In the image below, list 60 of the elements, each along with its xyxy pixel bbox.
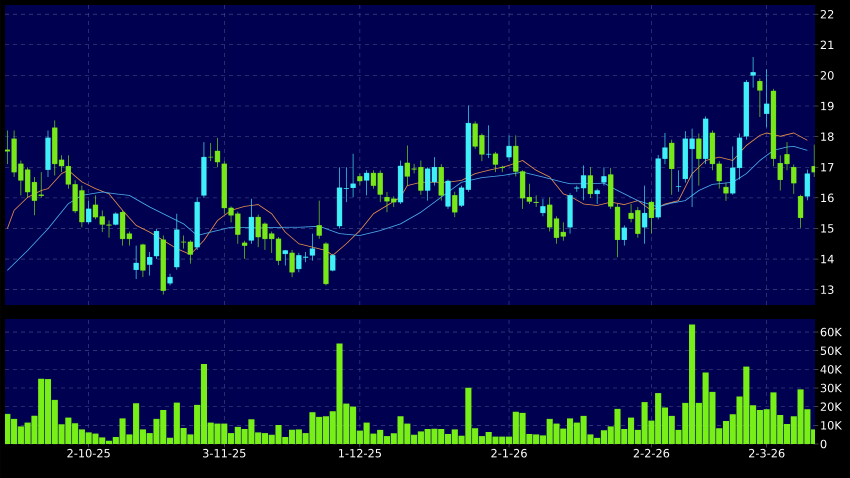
candlestick: [648, 200, 654, 234]
candlestick: [133, 245, 139, 280]
y-tick-label: 15: [821, 224, 834, 233]
y-tick-label: 22: [820, 10, 834, 18]
candlestick: [248, 198, 254, 244]
y-tick-label: 0: [820, 440, 826, 448]
y-tick-label: 18: [821, 132, 834, 141]
candlestick: [676, 170, 682, 192]
candlestick: [622, 225, 627, 246]
candlestick: [147, 252, 152, 276]
y-tick-label: 20K: [820, 402, 842, 411]
candlestick: [540, 198, 546, 217]
x-tick-label: 2-1-26: [491, 448, 527, 458]
candlestick: [452, 191, 458, 218]
y-tick-label: 10K: [821, 421, 842, 430]
x-tick-label: 3-11-25: [203, 448, 246, 458]
x-tick-label: 2-10-25: [67, 448, 110, 458]
candlestick: [357, 173, 363, 186]
candlestick: [289, 250, 295, 278]
candlestick: [167, 273, 173, 286]
candlestick: [764, 68, 770, 128]
y-tick-label: 21: [820, 40, 834, 49]
candlestick: [791, 164, 796, 194]
y-tick-label: 14: [821, 254, 834, 264]
candlestick: [696, 133, 702, 186]
candlestick: [757, 78, 763, 118]
candlestick: [601, 166, 607, 186]
candlestick: [506, 135, 512, 162]
x-tick-label: 1-12-25: [339, 448, 381, 458]
y-tick-label: 20: [820, 71, 834, 80]
candlestick: [750, 56, 756, 88]
candlestick: [242, 240, 248, 260]
x-tick-label: 2-2-26: [634, 448, 670, 458]
candlestick: [588, 166, 594, 198]
candlestick: [350, 153, 356, 198]
candlestick: [804, 169, 810, 201]
y-tick-label: 30K: [820, 384, 842, 392]
candlestick: [330, 254, 336, 272]
candlestick: [316, 200, 322, 240]
candlestick: [594, 188, 600, 204]
y-tick-label: 16: [821, 194, 834, 202]
candlestick: [282, 250, 288, 266]
candlestick: [86, 200, 92, 224]
candlestick: [486, 124, 492, 158]
y-tick-label: 17: [821, 163, 834, 172]
candlestick: [364, 170, 370, 196]
y-tick-label: 13: [821, 285, 834, 294]
y-tick-label: 19: [821, 102, 834, 110]
candlestick: [723, 182, 729, 202]
candlestick: [798, 194, 804, 228]
y-tick-label: 60K: [820, 328, 842, 336]
candlestick: [492, 152, 498, 172]
candlestick: [310, 233, 316, 261]
y-tick-label: 50K: [820, 346, 842, 355]
candlestick: [113, 212, 118, 226]
candlestick: [642, 185, 648, 244]
candlestick: [534, 195, 539, 208]
line-series: [6, 146, 808, 271]
y-tick-label: 40K: [820, 365, 842, 374]
x-tick-label: 2-3-26: [748, 448, 784, 458]
